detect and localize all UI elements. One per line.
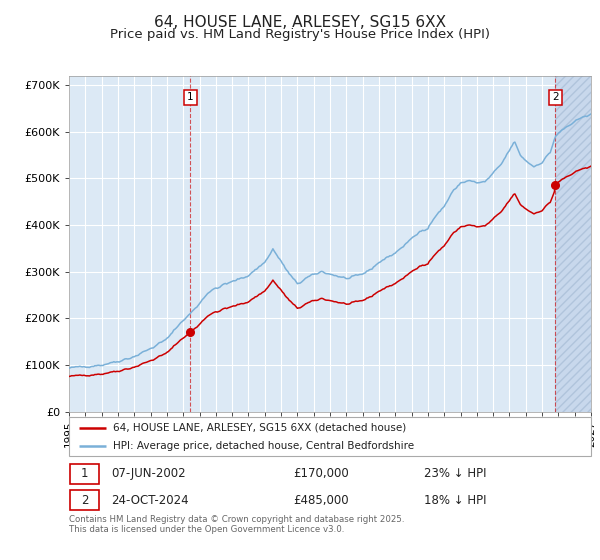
Text: Contains HM Land Registry data © Crown copyright and database right 2025.
This d: Contains HM Land Registry data © Crown c… [69, 515, 404, 534]
FancyBboxPatch shape [69, 417, 591, 456]
Text: 64, HOUSE LANE, ARLESEY, SG15 6XX (detached house): 64, HOUSE LANE, ARLESEY, SG15 6XX (detac… [113, 423, 407, 433]
FancyBboxPatch shape [70, 490, 99, 510]
Text: 1: 1 [80, 467, 88, 480]
Bar [555, 76, 591, 412]
Text: 1: 1 [187, 92, 194, 102]
Text: 07-JUN-2002: 07-JUN-2002 [111, 467, 185, 480]
Text: 2: 2 [80, 493, 88, 507]
Text: £170,000: £170,000 [293, 467, 349, 480]
Text: 18% ↓ HPI: 18% ↓ HPI [424, 493, 487, 507]
Text: 64, HOUSE LANE, ARLESEY, SG15 6XX: 64, HOUSE LANE, ARLESEY, SG15 6XX [154, 15, 446, 30]
Bar [555, 76, 591, 412]
Text: 2: 2 [552, 92, 559, 102]
Text: £485,000: £485,000 [293, 493, 349, 507]
Text: Price paid vs. HM Land Registry's House Price Index (HPI): Price paid vs. HM Land Registry's House … [110, 28, 490, 41]
Text: HPI: Average price, detached house, Central Bedfordshire: HPI: Average price, detached house, Cent… [113, 441, 415, 451]
Text: 24-OCT-2024: 24-OCT-2024 [111, 493, 188, 507]
FancyBboxPatch shape [70, 464, 99, 484]
Text: 23% ↓ HPI: 23% ↓ HPI [424, 467, 487, 480]
